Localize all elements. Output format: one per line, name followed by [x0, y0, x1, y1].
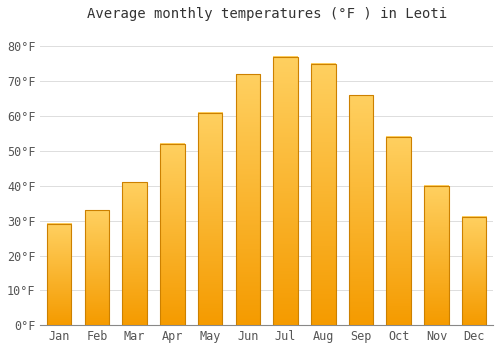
Title: Average monthly temperatures (°F ) in Leoti: Average monthly temperatures (°F ) in Le… [86, 7, 446, 21]
Bar [348, 95, 374, 325]
Bar [462, 217, 486, 325]
Bar [160, 144, 184, 325]
Bar [84, 210, 109, 325]
Bar [122, 182, 147, 325]
Bar [236, 74, 260, 325]
Bar [311, 64, 336, 325]
Bar [424, 186, 448, 325]
Bar [198, 113, 222, 325]
Bar [47, 224, 72, 325]
Bar [386, 137, 411, 325]
Bar [274, 57, 298, 325]
